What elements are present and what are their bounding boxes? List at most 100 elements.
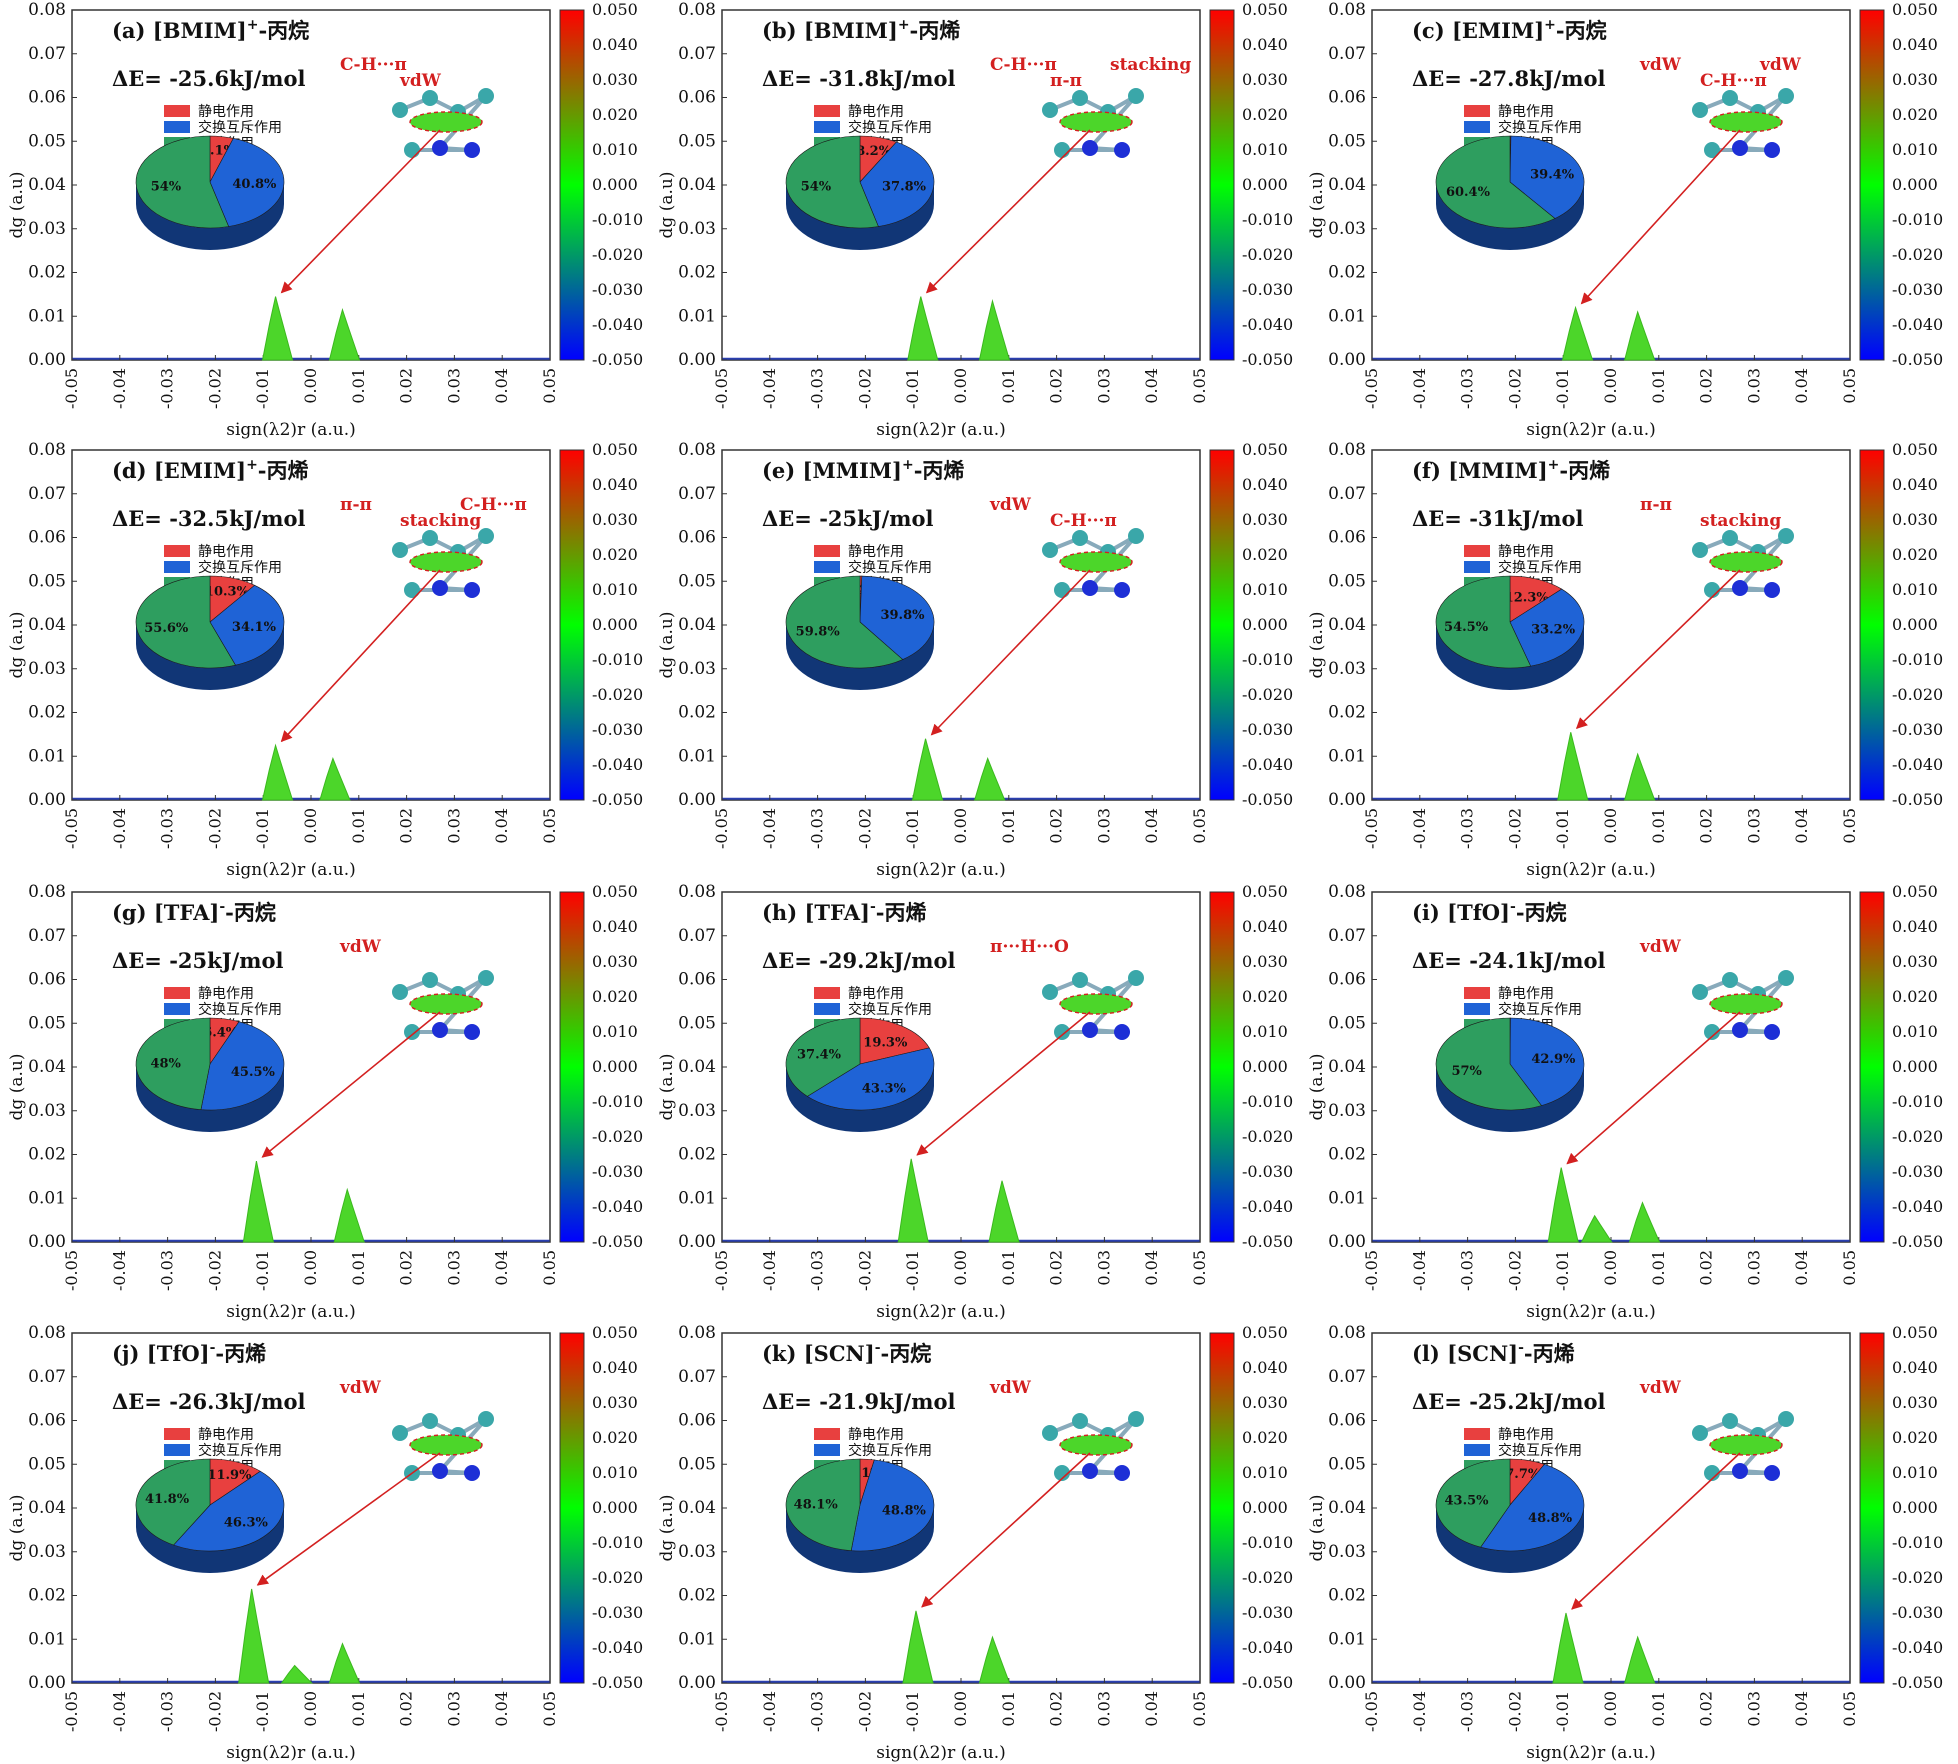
pie-slice	[859, 575, 935, 660]
y-tick-label: 0.03	[1328, 1542, 1366, 1562]
x-tick-label: -0.04	[110, 808, 129, 849]
interaction-energy: ΔE= -25.6kJ/mol	[112, 66, 305, 91]
x-tick-label: 0.02	[1047, 808, 1066, 844]
x-tick-label: -0.03	[1458, 368, 1477, 409]
panel-letter: (l) [SCN]	[1412, 1341, 1518, 1366]
annotation-arrow	[256, 1452, 441, 1586]
colorbar-tick-label: -0.010	[1242, 1092, 1293, 1111]
scatter-peak	[1552, 1612, 1584, 1684]
panel-letter: (c) [EMIM]	[1412, 18, 1544, 43]
atom	[1072, 90, 1088, 106]
atom	[1128, 528, 1144, 544]
x-tick-label: -0.05	[712, 1691, 731, 1732]
colorbar-tick-label: -0.050	[1892, 350, 1943, 369]
x-tick-label: -0.01	[1553, 1691, 1572, 1732]
legend-swatch	[814, 1003, 840, 1015]
x-tick-label: -0.05	[712, 808, 731, 849]
colorbar-tick-label: 0.010	[592, 1463, 638, 1482]
interaction-energy: ΔE= -29.2kJ/mol	[762, 948, 955, 973]
annotation-arrow	[1566, 1011, 1741, 1165]
isosurface	[1059, 551, 1133, 573]
colorbar-tick-label: 0.030	[1892, 70, 1938, 89]
atom	[1692, 1425, 1708, 1441]
y-tick-label: 0.08	[1328, 440, 1366, 460]
x-tick-label: -0.05	[1362, 1250, 1381, 1291]
colorbar-tick-label: -0.040	[1242, 315, 1293, 334]
colorbar-tick-label: 0.040	[592, 475, 638, 494]
pie-label: 43.5%	[1445, 1493, 1490, 1508]
pie-slice	[1435, 575, 1532, 669]
pie-slice	[209, 138, 285, 227]
colorbar-tick-label: -0.050	[592, 350, 643, 369]
colorbar-tick-label: -0.030	[592, 280, 643, 299]
x-axis-label: sign(λ2)r (a.u.)	[876, 860, 1006, 880]
pie-side	[1436, 1505, 1584, 1573]
y-tick-label: 0.01	[28, 746, 66, 766]
atom	[1128, 1411, 1144, 1427]
legend-label: 静电作用	[198, 104, 254, 120]
colorbar-tick-label: 0.020	[1892, 1428, 1938, 1447]
colorbar-tick-label: -0.020	[1892, 245, 1943, 264]
scatter-peak	[1628, 1201, 1661, 1243]
legend-label: 交换互斥作用	[198, 119, 282, 136]
x-tick-label: 0.00	[951, 1250, 970, 1286]
scatter-peak	[902, 1610, 934, 1684]
x-tick-label: -0.04	[760, 1250, 779, 1291]
nci-panel: 0.000.010.020.030.040.050.060.070.08-0.0…	[1307, 1323, 1943, 1763]
x-axis-label: sign(λ2)r (a.u.)	[1526, 420, 1656, 440]
x-tick-label: -0.02	[205, 1691, 224, 1732]
molecule-structure	[1692, 528, 1794, 598]
annotation-label: vdW	[1639, 1378, 1682, 1398]
nci-panel: 0.000.010.020.030.040.050.060.070.08-0.0…	[1307, 0, 1943, 440]
scatter-peak	[261, 296, 294, 361]
x-tick-label: 0.01	[349, 368, 368, 404]
x-axis-label: sign(λ2)r (a.u.)	[1526, 1743, 1656, 1763]
colorbar-tick-label: 0.000	[592, 1498, 638, 1517]
scatter-peak	[1557, 732, 1589, 801]
scatter-peak	[974, 756, 1006, 801]
legend-label: 交换互斥作用	[198, 559, 282, 576]
y-tick-label: 0.03	[28, 1101, 66, 1121]
y-tick-label: 0.00	[1328, 350, 1366, 370]
x-axis-label: sign(λ2)r (a.u.)	[226, 420, 356, 440]
y-tick-label: 0.02	[678, 263, 716, 283]
pie-side	[136, 182, 284, 250]
ion-charge: -	[870, 899, 876, 915]
x-tick-label: 0.05	[540, 808, 559, 844]
colorbar-tick-label: 0.020	[1892, 105, 1938, 124]
x-axis-label: sign(λ2)r (a.u.)	[876, 420, 1006, 440]
molecule-structure	[1692, 1411, 1794, 1481]
y-tick-label: 0.00	[1328, 1232, 1366, 1252]
atom	[1722, 972, 1738, 988]
legend-swatch	[814, 1444, 840, 1456]
gas-name: -丙烷	[1556, 18, 1607, 43]
y-axis-label: dg (a.u)	[1307, 612, 1327, 679]
pie-label: 12.3%	[1505, 590, 1550, 605]
annotation-arrow	[1580, 129, 1741, 305]
colorbar-tick-label: 0.040	[1892, 475, 1938, 494]
pie-label: 7.7%	[1505, 1467, 1541, 1482]
colorbar-tick-label: -0.040	[1242, 1197, 1293, 1216]
x-tick-label: 0.05	[1840, 1250, 1859, 1286]
colorbar-tick-label: 0.050	[1242, 440, 1288, 459]
colorbar-tick-label: -0.040	[1892, 1197, 1943, 1216]
y-tick-label: 0.08	[678, 440, 716, 460]
pie-side	[136, 1064, 284, 1132]
pie-side	[786, 1505, 934, 1573]
interaction-energy: ΔE= -25kJ/mol	[112, 948, 284, 973]
pie-side	[1436, 182, 1584, 250]
x-tick-label: -0.02	[855, 1250, 874, 1291]
x-tick-label: 0.04	[1792, 1250, 1811, 1286]
legend-swatch	[1464, 121, 1490, 133]
x-tick-label: -0.02	[1505, 808, 1524, 849]
atom	[1764, 142, 1780, 158]
colorbar-tick-label: -0.010	[1892, 1533, 1943, 1552]
y-tick-label: 0.06	[28, 970, 66, 990]
x-tick-label: -0.01	[1553, 368, 1572, 409]
interaction-energy: ΔE= -21.9kJ/mol	[762, 1389, 955, 1414]
annotation-label: C-H···π	[1050, 511, 1117, 531]
y-tick-label: 0.04	[1328, 1057, 1366, 1077]
colorbar-tick-label: 0.040	[1242, 475, 1288, 494]
legend-label: 静电作用	[1498, 104, 1554, 120]
y-tick-label: 0.01	[28, 1188, 66, 1208]
